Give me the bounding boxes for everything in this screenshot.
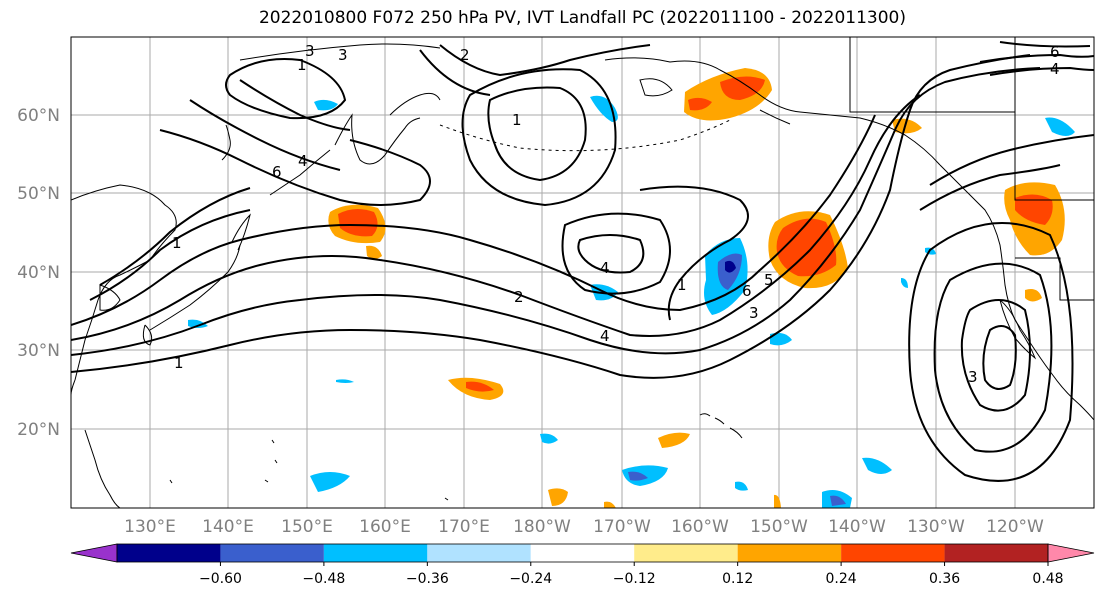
- colorbar-tick-label: −0.60: [199, 571, 242, 587]
- lat-label: 30°N: [17, 341, 60, 361]
- contour-label: 4: [600, 327, 610, 345]
- contour-label: 6: [1050, 43, 1060, 61]
- colorbar-segment: [634, 544, 738, 562]
- colorbar-extend-high: [1047, 543, 1095, 563]
- colorbar: [70, 543, 1095, 563]
- lon-label: 140°E: [202, 517, 254, 537]
- ivt-negative-patch: [188, 319, 208, 328]
- ivt-negative-patch: [735, 481, 748, 491]
- ivt-negative-patch: [901, 278, 908, 288]
- contour-label: 3: [968, 368, 978, 386]
- lon-label: 170°W: [593, 517, 651, 537]
- colorbar-segment: [530, 544, 635, 562]
- colorbar-segment: [117, 544, 221, 562]
- contour-label: 1: [677, 276, 687, 294]
- lat-label: 40°N: [17, 263, 60, 283]
- plot-frame: [70, 36, 1095, 509]
- ivt-negative-patch: [770, 332, 792, 346]
- lon-label: 160°E: [359, 517, 411, 537]
- contour-label: 2: [460, 46, 470, 64]
- contour-label: 3: [305, 42, 315, 60]
- lon-label: 150°W: [750, 517, 808, 537]
- contour-label: 4: [298, 152, 308, 170]
- ivt-positive-patch: [688, 97, 712, 111]
- ivt-positive-patch: [466, 381, 494, 392]
- contour-label: 5: [764, 271, 774, 289]
- latitude-labels: 60°N 50°N 40°N 30°N 20°N: [17, 106, 60, 440]
- contour-label: 6: [742, 282, 752, 300]
- colorbar-segment: [841, 544, 945, 562]
- contour-label: 1: [297, 56, 307, 74]
- ivt-negative-patch: [310, 472, 350, 492]
- ivt-positive-patch: [774, 494, 781, 508]
- contour-label: 3: [749, 304, 759, 322]
- lon-label: 130°W: [907, 517, 965, 537]
- lon-label: 160°W: [671, 517, 729, 537]
- lon-label: 150°E: [281, 517, 333, 537]
- contour-labels: 1 3 3 4 6 1 1 2 4 4 1 6 5 3 3 6 4 1 2: [172, 42, 1060, 386]
- colorbar-tick-label: 0.36: [929, 571, 960, 587]
- colorbar-tick-label: 0.24: [826, 571, 857, 587]
- colorbar-tick-label: −0.12: [613, 571, 656, 587]
- ivt-positive-patch: [604, 501, 616, 508]
- colorbar-frame: [116, 543, 1049, 563]
- contour-label: 4: [1050, 60, 1060, 78]
- contour-label: 1: [174, 354, 184, 372]
- coastlines: [71, 37, 1094, 508]
- lon-label: 180°W: [513, 517, 571, 537]
- lon-label: 140°W: [828, 517, 886, 537]
- colorbar-tick-label: −0.48: [302, 571, 345, 587]
- ivt-positive-patch: [720, 76, 765, 100]
- pv-contours: [71, 41, 1094, 482]
- colorbar-tick-label: 0.48: [1032, 571, 1063, 587]
- colorbar-extend-low: [70, 543, 118, 563]
- lat-label: 50°N: [17, 184, 60, 204]
- colorbar-tick-label: −0.24: [509, 571, 552, 587]
- contour-label: 4: [600, 259, 610, 277]
- colorbar-segment: [427, 544, 531, 562]
- lat-label: 20°N: [17, 420, 60, 440]
- lon-label: 130°E: [124, 517, 176, 537]
- colorbar-tick-label: 0.12: [722, 571, 753, 587]
- ivt-positive-patch: [548, 488, 568, 506]
- ivt-negative-patch: [628, 471, 648, 481]
- ivt-negative-patch: [862, 457, 892, 474]
- contour-label: 2: [514, 288, 524, 306]
- longitude-labels: 130°E 140°E 150°E 160°E 170°E 180°W 170°…: [124, 517, 1044, 537]
- ivt-negative-patch: [336, 379, 354, 383]
- ivt-negative-patch: [590, 95, 618, 122]
- ivt-shading: [188, 68, 1075, 508]
- contour-label: 1: [172, 234, 182, 252]
- ivt-negative-patch: [1045, 117, 1075, 136]
- ivt-positive-patch: [1025, 289, 1042, 302]
- ivt-positive-patch: [338, 208, 378, 237]
- ivt-negative-patch: [314, 99, 338, 111]
- colorbar-tick-label: −0.36: [406, 571, 449, 587]
- colorbar-labels: −0.60 −0.48 −0.36 −0.24 −0.12 0.12 0.24 0.36 0.4…: [199, 562, 1064, 587]
- ivt-positive-patch: [776, 218, 837, 277]
- ivt-positive-patch: [1015, 194, 1053, 225]
- lat-label: 60°N: [17, 106, 60, 126]
- colorbar-segment: [323, 544, 428, 562]
- ivt-positive-patch: [658, 432, 690, 448]
- colorbar-segment: [944, 544, 1048, 562]
- colorbar-segment: [220, 544, 324, 562]
- ivt-negative-patch: [540, 433, 558, 444]
- lon-label: 170°E: [438, 517, 490, 537]
- ivt-positive-patch: [366, 245, 382, 259]
- ivt-negative-patch: [830, 495, 846, 506]
- ivt-negative-patch: [725, 260, 736, 273]
- contour-label: 1: [512, 111, 522, 129]
- lon-label: 120°W: [986, 517, 1044, 537]
- contour-label: 3: [338, 46, 348, 64]
- contour-label: 6: [272, 163, 282, 181]
- colorbar-segment: [737, 544, 842, 562]
- map-title: 2022010800 F072 250 hPa PV, IVT Landfall…: [258, 8, 906, 28]
